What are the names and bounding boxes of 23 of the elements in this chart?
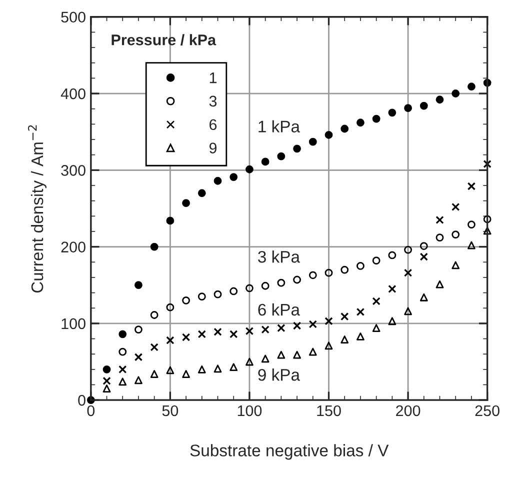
legend-title: Pressure / kPa: [112, 34, 216, 46]
annotation: 9 kPa: [258, 368, 300, 381]
x-axis-title: Substrate negative bias / V: [190, 444, 389, 460]
y-tick-label: 100: [62, 318, 86, 330]
y-tick-label: 300: [61, 165, 86, 176]
legend-label: 6: [210, 119, 217, 130]
legend-label: 1: [210, 72, 216, 84]
x-tick-label: 50: [162, 405, 178, 416]
legend-label: 3: [209, 96, 217, 107]
x-tick-label: 100: [238, 405, 262, 416]
annotation: 3 kPa: [258, 250, 300, 263]
y-tick-label: 400: [60, 88, 86, 100]
y-tick-label: 200: [61, 242, 86, 252]
x-tick-label: 150: [317, 405, 341, 416]
y-tick-label: 500: [61, 12, 86, 23]
x-tick-label: 200: [396, 405, 420, 416]
legend-label: 9: [209, 142, 217, 154]
y-axis-title: Current density / Am$^{−2}$: [28, 125, 46, 293]
annotation: 1 kPa: [258, 120, 300, 132]
x-tick-label: 250: [475, 405, 500, 416]
x-tick-label: 0: [87, 405, 95, 416]
y-tick-label: 0: [78, 394, 86, 406]
annotation: 6 kPa: [258, 303, 300, 316]
